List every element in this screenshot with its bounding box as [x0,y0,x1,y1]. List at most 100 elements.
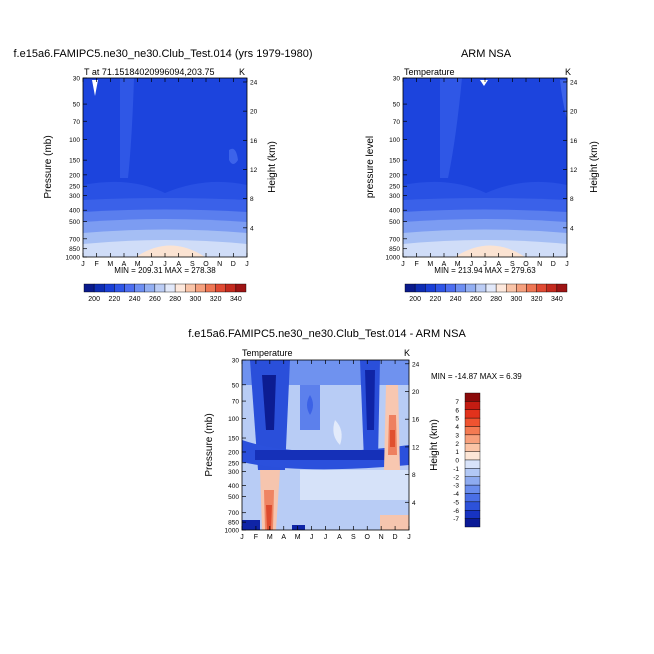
colorbar-observed: 200 220 240 260 280 300 320 340 [404,283,568,303]
colorbar-label: 200 [409,296,421,303]
x-tick-label: A [281,534,286,541]
colorbar-swatch [536,283,547,293]
y-tick-label: 850 [389,246,400,253]
colorbar-swatch [445,283,456,293]
x-tick-label: M [427,261,433,268]
y-tick-label: 400 [389,208,400,215]
panel-left-label: T at 71.15184020996094,203.75 [84,67,214,77]
x-tick-label: O [523,261,529,268]
colorbar-swatch [134,283,145,293]
colorbar-swatch [495,283,507,293]
x-tick-label: J [310,534,314,541]
y-tick-label: 500 [389,219,400,226]
colorbar-swatch [464,468,481,477]
colorbar-label: 5 [455,416,459,423]
x-tick-label: J [245,261,249,268]
y-tick-label: 700 [389,236,400,243]
y-tick-label: 850 [69,246,80,253]
y2-tick-label: 16 [570,138,578,145]
panel-left-label: Temperature [242,348,293,358]
y-tick-label: 30 [393,76,401,83]
y-tick-label: 150 [69,158,80,165]
y-tick-label: 100 [389,137,400,144]
colorbar-swatch [114,283,125,293]
y2-axis-title: Height (km) [429,419,440,471]
y-tick-label: 1000 [66,255,81,262]
x-tick-label: F [254,534,258,541]
y2-tick-label: 24 [412,361,420,368]
colorbar-swatch [464,451,481,461]
x-tick-label: S [510,261,515,268]
y-tick-label: 400 [228,483,239,490]
colorbar-swatch [124,283,135,293]
y-tick-label: 1000 [225,528,240,535]
x-tick-label: J [470,261,474,268]
y2-tick-label: 4 [412,500,416,507]
colorbar-label: 4 [455,424,459,431]
x-tick-label: A [496,261,501,268]
colorbar-swatch [464,401,481,410]
colorbar-label: -6 [453,508,459,515]
y-tick-label: 70 [232,399,240,406]
colorbar-label: 220 [430,296,442,303]
y2-tick-label: 24 [250,79,258,86]
colorbar-swatch [464,484,481,494]
x-tick-label: J [150,261,154,268]
y-tick-label: 30 [73,76,81,83]
x-tick-label: J [324,534,328,541]
y-tick-label: 700 [69,236,80,243]
y-tick-label: 150 [389,158,400,165]
panel-title: ARM NSA [461,48,512,60]
y-tick-label: 70 [393,119,401,126]
colorbar-label: 7 [455,399,459,406]
panel-difference: f.e15a6.FAMIPC5.ne30_ne30.Club_Test.014 … [188,328,522,541]
x-tick-label: N [217,261,222,268]
x-tick-label: J [565,261,569,268]
y2-tick-label: 20 [412,389,420,396]
colorbar-label: -5 [453,499,459,506]
y2-axis-title: Height (km) [589,141,600,193]
colorbar-swatch [83,283,95,293]
y2-tick-label: 20 [250,109,258,116]
colorbar-swatch [464,417,481,427]
colorbar-swatch [506,283,517,293]
y-tick-label: 200 [69,172,80,179]
colorbar-label: -7 [453,516,459,523]
y-tick-label: 100 [228,416,239,423]
colorbar-label: 340 [230,296,242,303]
colorbar-model: 200 220 240 260 280 300 320 340 [83,283,247,303]
colorbar-label: 1 [455,449,459,456]
colorbar-swatch [556,283,568,293]
panel-units-label: K [404,348,410,358]
x-tick-label: J [401,261,405,268]
colorbar-swatch [464,476,481,486]
y-tick-label: 50 [232,382,240,389]
x-tick-label: J [240,534,244,541]
y-tick-label: 250 [389,184,400,191]
min-max-label: MIN = 209.31 MAX = 278.38 [114,266,216,275]
y-tick-label: 700 [228,510,239,517]
colorbar-label: 300 [511,296,523,303]
x-tick-label: D [551,261,556,268]
colorbar-label: 240 [129,296,141,303]
y-tick-label: 850 [228,520,239,527]
y2-tick-label: 8 [250,196,254,203]
colorbar-swatch [414,283,426,293]
x-tick-label: J [483,261,487,268]
y-tick-label: 250 [69,184,80,191]
y2-tick-label: 12 [570,167,578,174]
y-axis-title: pressure level [365,136,376,198]
axes-ticks: J F M A M J J A S O N D J 30 50 70 100 150 200 250 300 400 500… [386,76,578,269]
x-tick-label: D [231,261,236,268]
colorbar-swatch [464,459,481,469]
axes-ticks: J F M A M J J A S O N D J 30 50 70 100 150 200 250 300 400 500… [225,358,420,542]
panel-model-temperature: f.e15a6.FAMIPC5.ne30_ne30.Club_Test.014 … [13,48,312,275]
y-tick-label: 50 [393,102,401,109]
y-tick-label: 30 [232,358,240,365]
colorbar-swatch [164,283,176,293]
x-tick-label: O [365,534,371,541]
x-tick-label: A [176,261,181,268]
x-tick-label: S [351,534,356,541]
colorbar-swatch [464,493,481,503]
